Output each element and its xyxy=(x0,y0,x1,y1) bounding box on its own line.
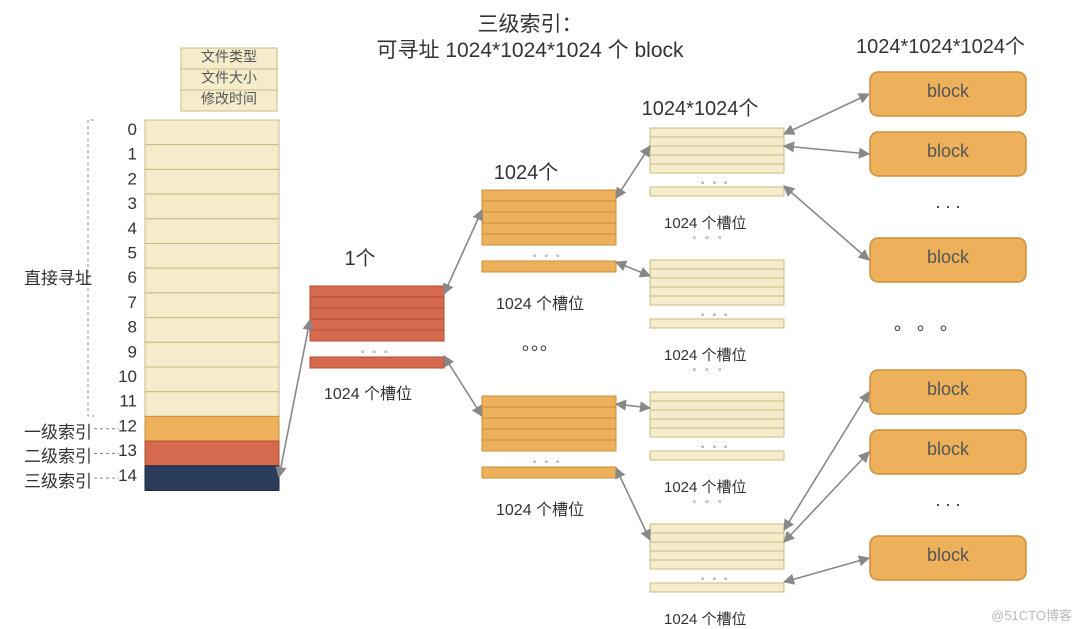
diagram-label: 。 。 。 xyxy=(894,310,958,336)
svg-text:2: 2 xyxy=(128,169,137,188)
diagram-label: 1024 个槽位 xyxy=(664,344,747,365)
diagram-label: 1024 个槽位 xyxy=(496,496,584,520)
svg-text:0: 0 xyxy=(128,120,137,139)
svg-text:文件大小: 文件大小 xyxy=(201,69,257,85)
svg-text:12: 12 xyxy=(118,416,137,435)
diagram-label: 1024 个槽位 xyxy=(664,608,747,629)
diagram-label: 1024 个槽位 xyxy=(496,290,584,314)
svg-text:10: 10 xyxy=(118,367,137,386)
diagram-label: 一级索引 xyxy=(24,418,92,443)
svg-text:4: 4 xyxy=(128,219,137,238)
svg-text:block: block xyxy=(927,379,970,399)
svg-text:13: 13 xyxy=(118,441,137,460)
svg-text:5: 5 xyxy=(128,244,137,263)
diagram-label: 1024*1024*1024个 xyxy=(856,30,1025,59)
svg-text:9: 9 xyxy=(128,342,137,361)
svg-text:。 。 。: 。 。 。 xyxy=(361,344,393,354)
svg-text:。 。 。: 。 。 。 xyxy=(701,439,733,449)
diagram-label: . . . xyxy=(935,490,960,511)
svg-text:。 。 。: 。 。 。 xyxy=(533,248,565,258)
svg-text:。 。 。: 。 。 。 xyxy=(701,175,733,185)
svg-text:14: 14 xyxy=(118,466,137,485)
svg-text:。 。 。: 。 。 。 xyxy=(701,571,733,581)
svg-text:6: 6 xyxy=(128,268,137,287)
svg-text:block: block xyxy=(927,545,970,565)
svg-text:修改时间: 修改时间 xyxy=(201,90,257,106)
diagram-label: 1个 xyxy=(344,242,375,271)
diagram-label: 1024个 xyxy=(494,156,559,185)
svg-text:8: 8 xyxy=(128,318,137,337)
svg-text:7: 7 xyxy=(128,293,137,312)
diagram-label: 1024 个槽位 xyxy=(664,476,747,497)
svg-text:3: 3 xyxy=(128,194,137,213)
svg-text:block: block xyxy=(927,247,970,267)
diagram-label: 1024*1024个 xyxy=(642,92,759,121)
svg-text:block: block xyxy=(927,439,970,459)
svg-text:。 。 。: 。 。 。 xyxy=(701,307,733,317)
diagram-label: 1024 个槽位 xyxy=(324,380,412,404)
svg-text:11: 11 xyxy=(119,392,137,411)
svg-text:1: 1 xyxy=(128,145,137,164)
watermark: @51CTO博客 xyxy=(991,605,1072,624)
diagram-label: 二级索引 xyxy=(24,442,92,467)
diagram-label: . . . xyxy=(935,192,960,213)
diagram-label: 直接寻址 xyxy=(24,264,92,289)
diagram-label: 1024 个槽位 xyxy=(664,212,747,233)
svg-text:。 。 。: 。 。 。 xyxy=(533,454,565,464)
svg-text:文件类型: 文件类型 xyxy=(201,48,257,64)
svg-text:block: block xyxy=(927,81,970,101)
diagram-label: 可寻址 1024*1024*1024 个 block xyxy=(376,34,683,64)
svg-text:block: block xyxy=(927,141,970,161)
diagram-label: 三级索引 xyxy=(24,467,92,492)
diagram-label: 。。。 xyxy=(522,330,558,356)
